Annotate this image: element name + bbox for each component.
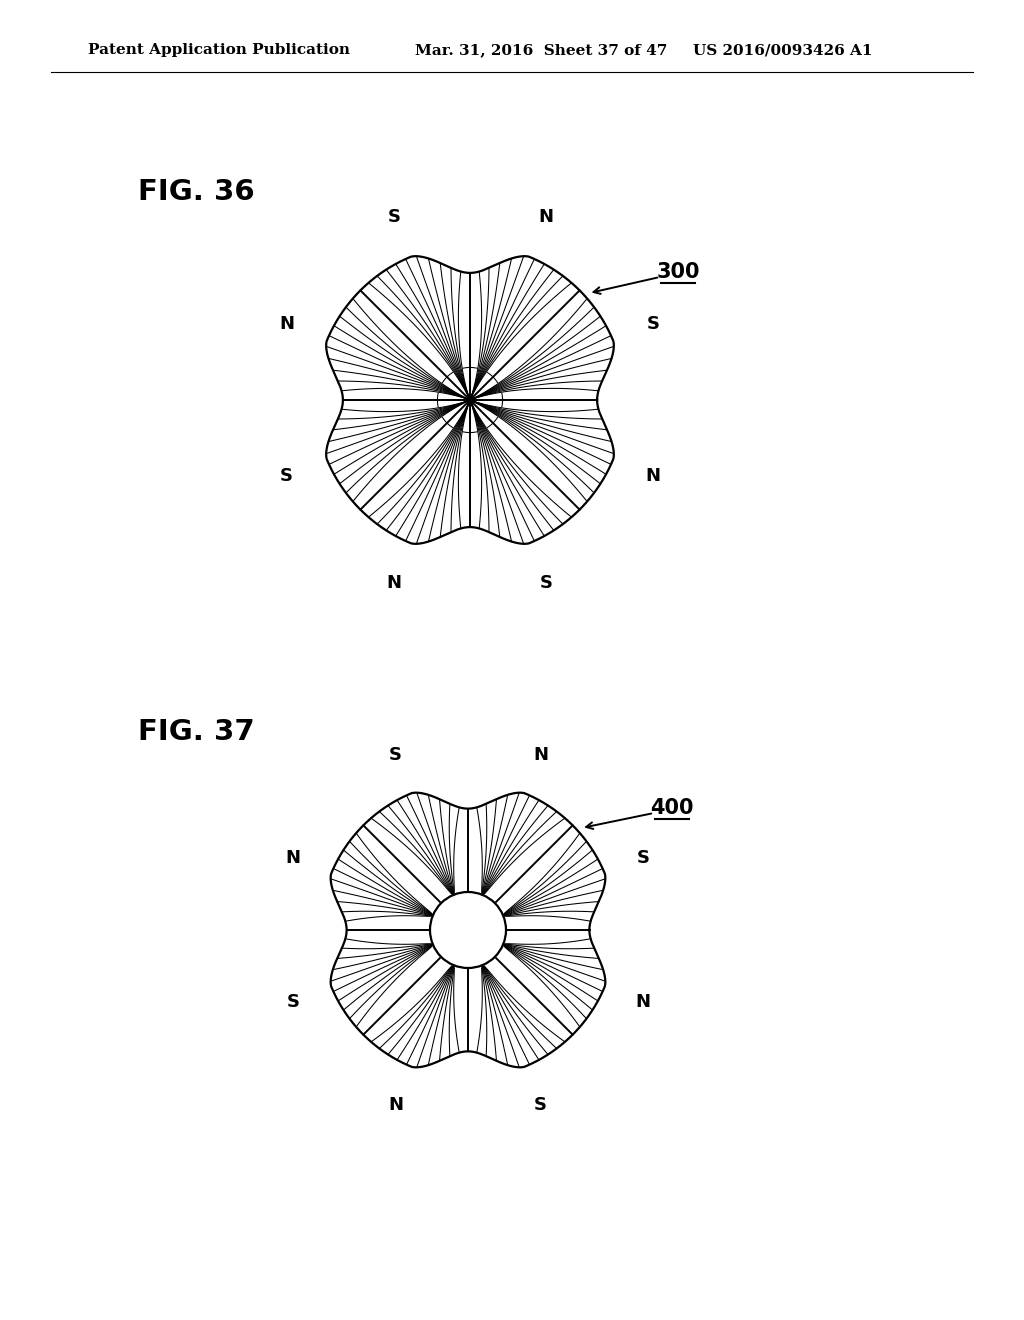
Text: 400: 400: [650, 799, 693, 818]
Circle shape: [430, 892, 506, 968]
Text: 300: 300: [656, 261, 699, 282]
Text: S: S: [540, 574, 552, 593]
Text: N: N: [280, 315, 294, 333]
Text: S: S: [534, 1096, 547, 1114]
Text: N: N: [539, 207, 553, 226]
Text: N: N: [388, 1096, 403, 1114]
Text: FIG. 37: FIG. 37: [138, 718, 255, 746]
Text: S: S: [389, 746, 402, 764]
Text: Patent Application Publication: Patent Application Publication: [88, 44, 350, 57]
Text: S: S: [281, 467, 293, 484]
Text: N: N: [646, 467, 660, 484]
Text: Mar. 31, 2016  Sheet 37 of 47: Mar. 31, 2016 Sheet 37 of 47: [415, 44, 668, 57]
Text: US 2016/0093426 A1: US 2016/0093426 A1: [693, 44, 872, 57]
Text: S: S: [637, 849, 649, 866]
Text: S: S: [387, 207, 400, 226]
Text: FIG. 36: FIG. 36: [138, 178, 255, 206]
Text: N: N: [387, 574, 401, 593]
Text: N: N: [534, 746, 548, 764]
Polygon shape: [327, 256, 613, 544]
Text: S: S: [287, 994, 299, 1011]
Text: N: N: [636, 994, 650, 1011]
Text: N: N: [286, 849, 300, 866]
Polygon shape: [331, 792, 605, 1068]
Text: S: S: [647, 315, 659, 333]
